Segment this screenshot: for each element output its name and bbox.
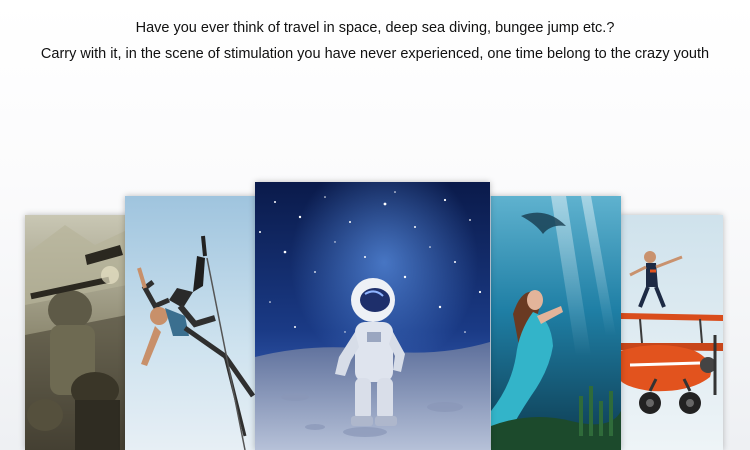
bungee-jumper-photo-icon <box>125 196 256 450</box>
diver-underwater-photo-icon <box>491 196 621 450</box>
deep-sea-panel <box>489 196 621 450</box>
caption-line-2: Carry with it, in the scene of stimulati… <box>40 46 710 62</box>
caption-line-1: Have you ever think of travel in space, … <box>135 20 615 36</box>
stunt-plane-panel <box>618 215 723 450</box>
bungee-jump-panel <box>125 196 258 450</box>
soldiers-battle-photo-icon <box>25 215 127 450</box>
battle-scene-panel <box>25 215 129 450</box>
astronaut-moon-photo-icon <box>255 182 490 450</box>
biplane-stunt-photo-icon <box>620 215 723 450</box>
space-travel-panel <box>255 182 490 450</box>
